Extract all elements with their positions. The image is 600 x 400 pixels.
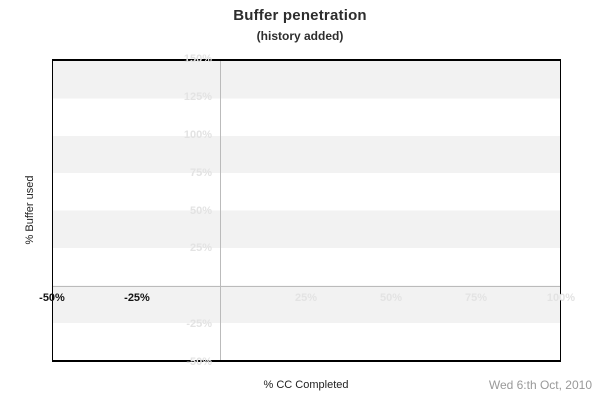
x-tick-label: 25%: [294, 292, 318, 304]
chart-subtitle: (history added): [256, 29, 344, 43]
y-tick-label: -25%: [186, 318, 212, 330]
y-tick-label: 125%: [183, 91, 212, 103]
chart-title: Buffer penetration: [233, 7, 367, 24]
date-stamp: Wed 6:th Oct, 2010: [488, 378, 592, 392]
x-tick-label: -50%: [39, 292, 65, 304]
zero-y-gridline: [53, 286, 560, 287]
y-tick-label: 25%: [189, 242, 212, 254]
zero-x-gridline: [220, 61, 221, 360]
y-tick-label: 100%: [183, 129, 212, 141]
y-tick-label: 75%: [189, 167, 212, 179]
plot-area: [52, 59, 561, 362]
x-tick-label: 50%: [379, 292, 403, 304]
x-tick-label: 100%: [546, 292, 576, 304]
y-tick-label: -50%: [186, 356, 212, 368]
y-axis-title: % Buffer used: [24, 175, 36, 245]
y-tick-label: 50%: [189, 205, 212, 217]
x-axis-title: % CC Completed: [263, 379, 349, 391]
y-tick-label: 150%: [183, 53, 212, 65]
x-tick-label: 75%: [464, 292, 488, 304]
x-tick-label: -25%: [124, 292, 150, 304]
